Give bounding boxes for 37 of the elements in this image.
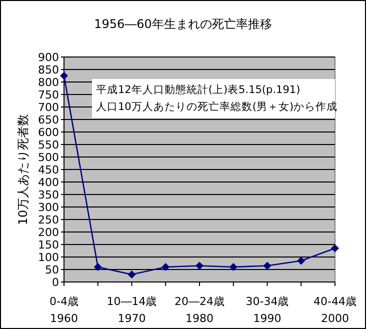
y-tick-label: 400	[38, 176, 59, 189]
y-tick-label: 650	[38, 114, 59, 126]
y-tick-label: 850	[38, 64, 59, 76]
point	[331, 244, 339, 252]
y-tick-label: 50	[45, 264, 59, 276]
annotation: 平成12年人口動態統計(上)表5.15(p.191)	[96, 83, 300, 96]
y-tick-label: 200	[38, 226, 59, 239]
point	[229, 263, 238, 271]
y-tick-label: 450	[38, 164, 59, 176]
x-tick-label: 30-34歳 1990	[246, 295, 289, 325]
y-tick-label: 300	[38, 201, 59, 214]
y-tick-label: 0	[52, 276, 59, 289]
y-tick-label: 700	[38, 101, 59, 114]
y-tick-label: 100	[38, 251, 59, 264]
y-axis-title: 10万人あたり死者数	[16, 114, 30, 226]
x-tick-label: 40-44歳 2000	[314, 295, 356, 325]
y-tick-label: 800	[38, 76, 59, 89]
x-tick-label: 10―14歳 1970	[106, 295, 157, 325]
x-tick-label: 20―24歳 1980	[174, 295, 224, 325]
point	[94, 263, 102, 271]
y-tick-label: 750	[38, 88, 59, 102]
point	[196, 262, 204, 270]
point	[60, 72, 68, 80]
y-tick-label: 500	[38, 151, 59, 164]
y-tick-label: 350	[38, 188, 59, 202]
y-tick-label: 550	[38, 138, 59, 152]
point	[162, 263, 170, 271]
y-tick-label: 150	[38, 238, 59, 252]
y-tick-label: 250	[38, 214, 59, 226]
point	[263, 262, 272, 270]
x-tick-label: 0-4歳 1960	[50, 295, 78, 325]
y-tick-label: 900	[38, 51, 59, 64]
y-tick-label: 600	[38, 126, 59, 139]
chart-title: 1956―60年生まれの死亡率推移	[94, 17, 272, 31]
point	[297, 256, 306, 265]
annotation: 人口10万人あたりの死亡率総数(男＋女)から作成	[96, 100, 338, 113]
point	[128, 270, 136, 278]
